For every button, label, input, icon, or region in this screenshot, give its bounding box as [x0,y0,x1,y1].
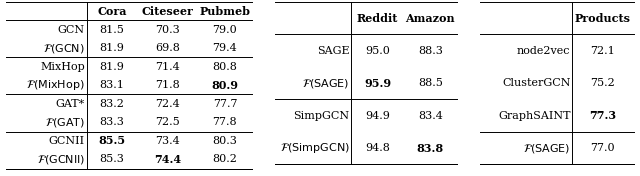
Text: 77.7: 77.7 [212,99,237,109]
Text: $\mathcal{F}$(SimpGCN): $\mathcal{F}$(SimpGCN) [280,141,349,155]
Text: 69.8: 69.8 [155,43,180,53]
Text: Products: Products [575,12,631,24]
Text: 95.0: 95.0 [365,46,390,56]
Text: 95.9: 95.9 [364,78,391,89]
Text: 80.2: 80.2 [212,154,237,164]
Text: $\mathcal{F}$(SAGE): $\mathcal{F}$(SAGE) [302,77,349,90]
Text: GraphSAINT: GraphSAINT [498,111,571,121]
Text: GCN: GCN [58,25,85,34]
Text: 80.9: 80.9 [211,80,239,91]
Text: GCNII: GCNII [49,136,85,146]
Text: 81.5: 81.5 [100,25,124,34]
Text: 77.0: 77.0 [591,143,615,153]
Text: node2vec: node2vec [517,46,571,56]
Text: 77.3: 77.3 [589,110,616,121]
Text: $\mathcal{F}$(GCNII): $\mathcal{F}$(GCNII) [36,153,85,166]
Text: 70.3: 70.3 [155,25,180,34]
Text: MixHop: MixHop [40,62,85,72]
Text: 85.3: 85.3 [100,154,124,164]
Text: 79.0: 79.0 [212,25,237,34]
Text: 77.8: 77.8 [212,117,237,127]
Text: Reddit: Reddit [357,12,398,24]
Text: 81.9: 81.9 [100,62,124,72]
Text: 85.5: 85.5 [99,135,125,146]
Text: 88.5: 88.5 [418,78,443,88]
Text: $\mathcal{F}$(GCN): $\mathcal{F}$(GCN) [44,42,85,55]
Text: GAT*: GAT* [56,99,85,109]
Text: ClusterGCN: ClusterGCN [502,78,571,88]
Text: 72.5: 72.5 [155,117,180,127]
Text: 72.4: 72.4 [155,99,180,109]
Text: Cora: Cora [97,5,127,17]
Text: SimpGCN: SimpGCN [294,111,349,121]
Text: 72.1: 72.1 [591,46,615,56]
Text: 73.4: 73.4 [155,136,180,146]
Text: 83.2: 83.2 [100,99,124,109]
Text: 80.3: 80.3 [212,136,237,146]
Text: Citeseer: Citeseer [141,5,193,17]
Text: $\mathcal{F}$(SAGE): $\mathcal{F}$(SAGE) [524,142,571,155]
Text: 81.9: 81.9 [100,43,124,53]
Text: 75.2: 75.2 [591,78,615,88]
Text: 80.8: 80.8 [212,62,237,72]
Text: 74.4: 74.4 [154,154,180,165]
Text: $\mathcal{F}$(MixHop): $\mathcal{F}$(MixHop) [26,78,85,92]
Text: 94.8: 94.8 [365,143,390,153]
Text: 88.3: 88.3 [418,46,443,56]
Text: 83.4: 83.4 [418,111,443,121]
Text: Pubmeb: Pubmeb [200,5,250,17]
Text: Amazon: Amazon [406,12,455,24]
Text: 83.1: 83.1 [100,80,124,90]
Text: 71.8: 71.8 [155,80,180,90]
Text: 83.8: 83.8 [417,143,444,154]
Text: 71.4: 71.4 [155,62,180,72]
Text: SAGE: SAGE [317,46,349,56]
Text: 83.3: 83.3 [100,117,124,127]
Text: 94.9: 94.9 [365,111,390,121]
Text: $\mathcal{F}$(GAT): $\mathcal{F}$(GAT) [45,116,85,129]
Text: 79.4: 79.4 [212,43,237,53]
